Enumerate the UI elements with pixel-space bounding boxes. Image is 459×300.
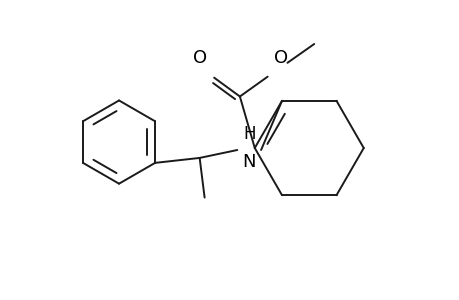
- Text: O: O: [274, 49, 288, 67]
- Text: O: O: [193, 49, 207, 67]
- Text: H: H: [242, 125, 255, 143]
- Text: N: N: [242, 153, 255, 171]
